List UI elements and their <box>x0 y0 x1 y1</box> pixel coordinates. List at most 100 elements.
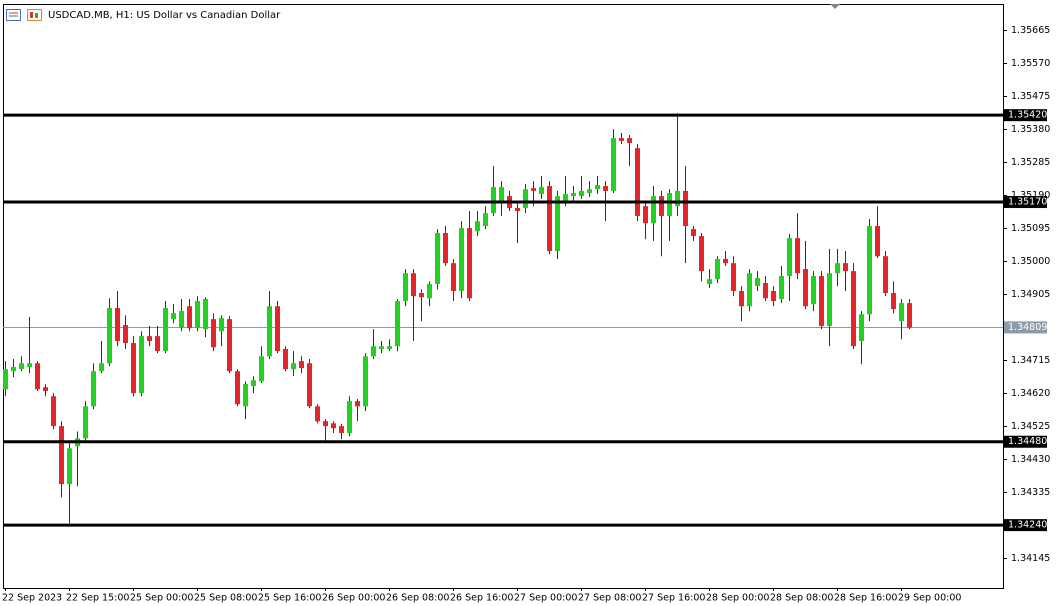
x-tick-label: 28 Sep 00:00 <box>706 593 769 604</box>
candle-body <box>43 387 48 392</box>
x-tick-label: 27 Sep 16:00 <box>642 593 705 604</box>
candle-body <box>635 148 640 216</box>
candle-body <box>387 346 392 349</box>
y-tick-label: 1.35665 <box>1011 25 1050 36</box>
candle-body <box>451 263 456 291</box>
y-tick-label: 1.34430 <box>1011 454 1050 465</box>
candle-body <box>723 259 728 264</box>
candle-body <box>851 271 856 347</box>
candle-body <box>3 369 8 390</box>
candle-body <box>435 232 440 285</box>
candle-body <box>163 307 168 352</box>
level-label-box <box>1004 519 1047 532</box>
candle-body <box>899 303 904 322</box>
candle-body <box>443 232 448 264</box>
candle-body <box>315 406 320 422</box>
candle-body <box>59 426 64 485</box>
level-label: 1.35420 <box>1008 110 1047 121</box>
candle-body <box>11 367 16 372</box>
candle-body <box>859 314 864 341</box>
candle-body <box>763 282 768 299</box>
candle-body <box>747 273 752 307</box>
icon-bar <box>35 13 38 18</box>
candle-body <box>411 273 416 297</box>
candle-body <box>907 303 912 328</box>
candle-body <box>291 363 296 370</box>
candle-body <box>139 336 144 394</box>
candle-body <box>643 206 648 224</box>
level-label: 1.35170 <box>1008 197 1047 208</box>
x-tick-label: 22 Sep 2023 <box>2 593 62 604</box>
candle-body <box>675 190 680 207</box>
x-tick-label: 27 Sep 08:00 <box>578 593 641 604</box>
candle-body <box>827 273 832 327</box>
candle-body <box>659 196 664 216</box>
y-tick-label: 1.35190 <box>1011 190 1050 201</box>
y-tick-label: 1.34335 <box>1011 487 1050 498</box>
candle-body <box>27 363 32 368</box>
candle-body <box>227 319 232 372</box>
level-label: 1.34480 <box>1008 436 1047 447</box>
candle-body <box>611 138 616 191</box>
icon <box>6 9 21 21</box>
candle-body <box>883 256 888 294</box>
candle-body <box>779 276 784 299</box>
candle-body <box>787 238 792 277</box>
candle-body <box>867 225 872 315</box>
level-label: 1.34240 <box>1008 520 1047 531</box>
candle-body <box>323 421 328 427</box>
x-tick-label: 26 Sep 16:00 <box>450 593 513 604</box>
candle-body <box>243 384 248 407</box>
candle-body <box>331 423 336 429</box>
candle-body <box>523 189 528 208</box>
candle-body <box>259 356 264 382</box>
level-label-box <box>1004 435 1047 448</box>
candle-body <box>35 363 40 390</box>
candle-body <box>459 228 464 291</box>
candle-body <box>707 279 712 285</box>
x-tick-label: 29 Sep 00:00 <box>898 593 961 604</box>
candle-body <box>627 138 632 143</box>
candle-body <box>427 284 432 299</box>
candle-body <box>147 336 152 341</box>
x-tick-label: 22 Sep 15:00 <box>66 593 129 604</box>
candle-body <box>539 187 544 195</box>
candle-body <box>515 207 520 212</box>
candle-body <box>563 194 568 201</box>
x-tick-label: 28 Sep 16:00 <box>834 593 897 604</box>
candle-body <box>795 238 800 274</box>
candle-body <box>171 313 176 320</box>
y-tick-label: 1.35475 <box>1011 91 1050 102</box>
candle-body <box>499 187 504 201</box>
candle-body <box>371 346 376 357</box>
candle-body <box>595 185 600 190</box>
candle-body <box>835 263 840 274</box>
chart-title: USDCAD.MB, H1: US Dollar vs Canadian Dol… <box>48 10 281 21</box>
candle-body <box>187 306 192 329</box>
candle-body <box>555 196 560 252</box>
y-tick-label: 1.35285 <box>1011 157 1050 168</box>
candle-body <box>235 371 240 405</box>
y-tick-label: 1.35000 <box>1011 256 1050 267</box>
last-price-box <box>1004 321 1047 334</box>
candle-body <box>267 306 272 357</box>
x-tick-label: 26 Sep 08:00 <box>386 593 449 604</box>
candle-body <box>203 298 208 330</box>
shift-marker <box>830 4 840 9</box>
y-tick-label: 1.34715 <box>1011 355 1050 366</box>
candle-body <box>91 371 96 407</box>
candle-body <box>731 263 736 291</box>
plot-frame <box>3 4 1004 589</box>
candle-body <box>843 263 848 272</box>
candle-body <box>299 361 304 369</box>
x-tick-label: 25 Sep 08:00 <box>194 593 257 604</box>
candle-body <box>355 401 360 407</box>
candle-body <box>531 188 536 191</box>
candle-body <box>651 196 656 224</box>
candle-body <box>347 401 352 434</box>
y-tick-label: 1.35570 <box>1011 58 1050 69</box>
candle-body <box>275 306 280 352</box>
candle-body <box>131 343 136 394</box>
